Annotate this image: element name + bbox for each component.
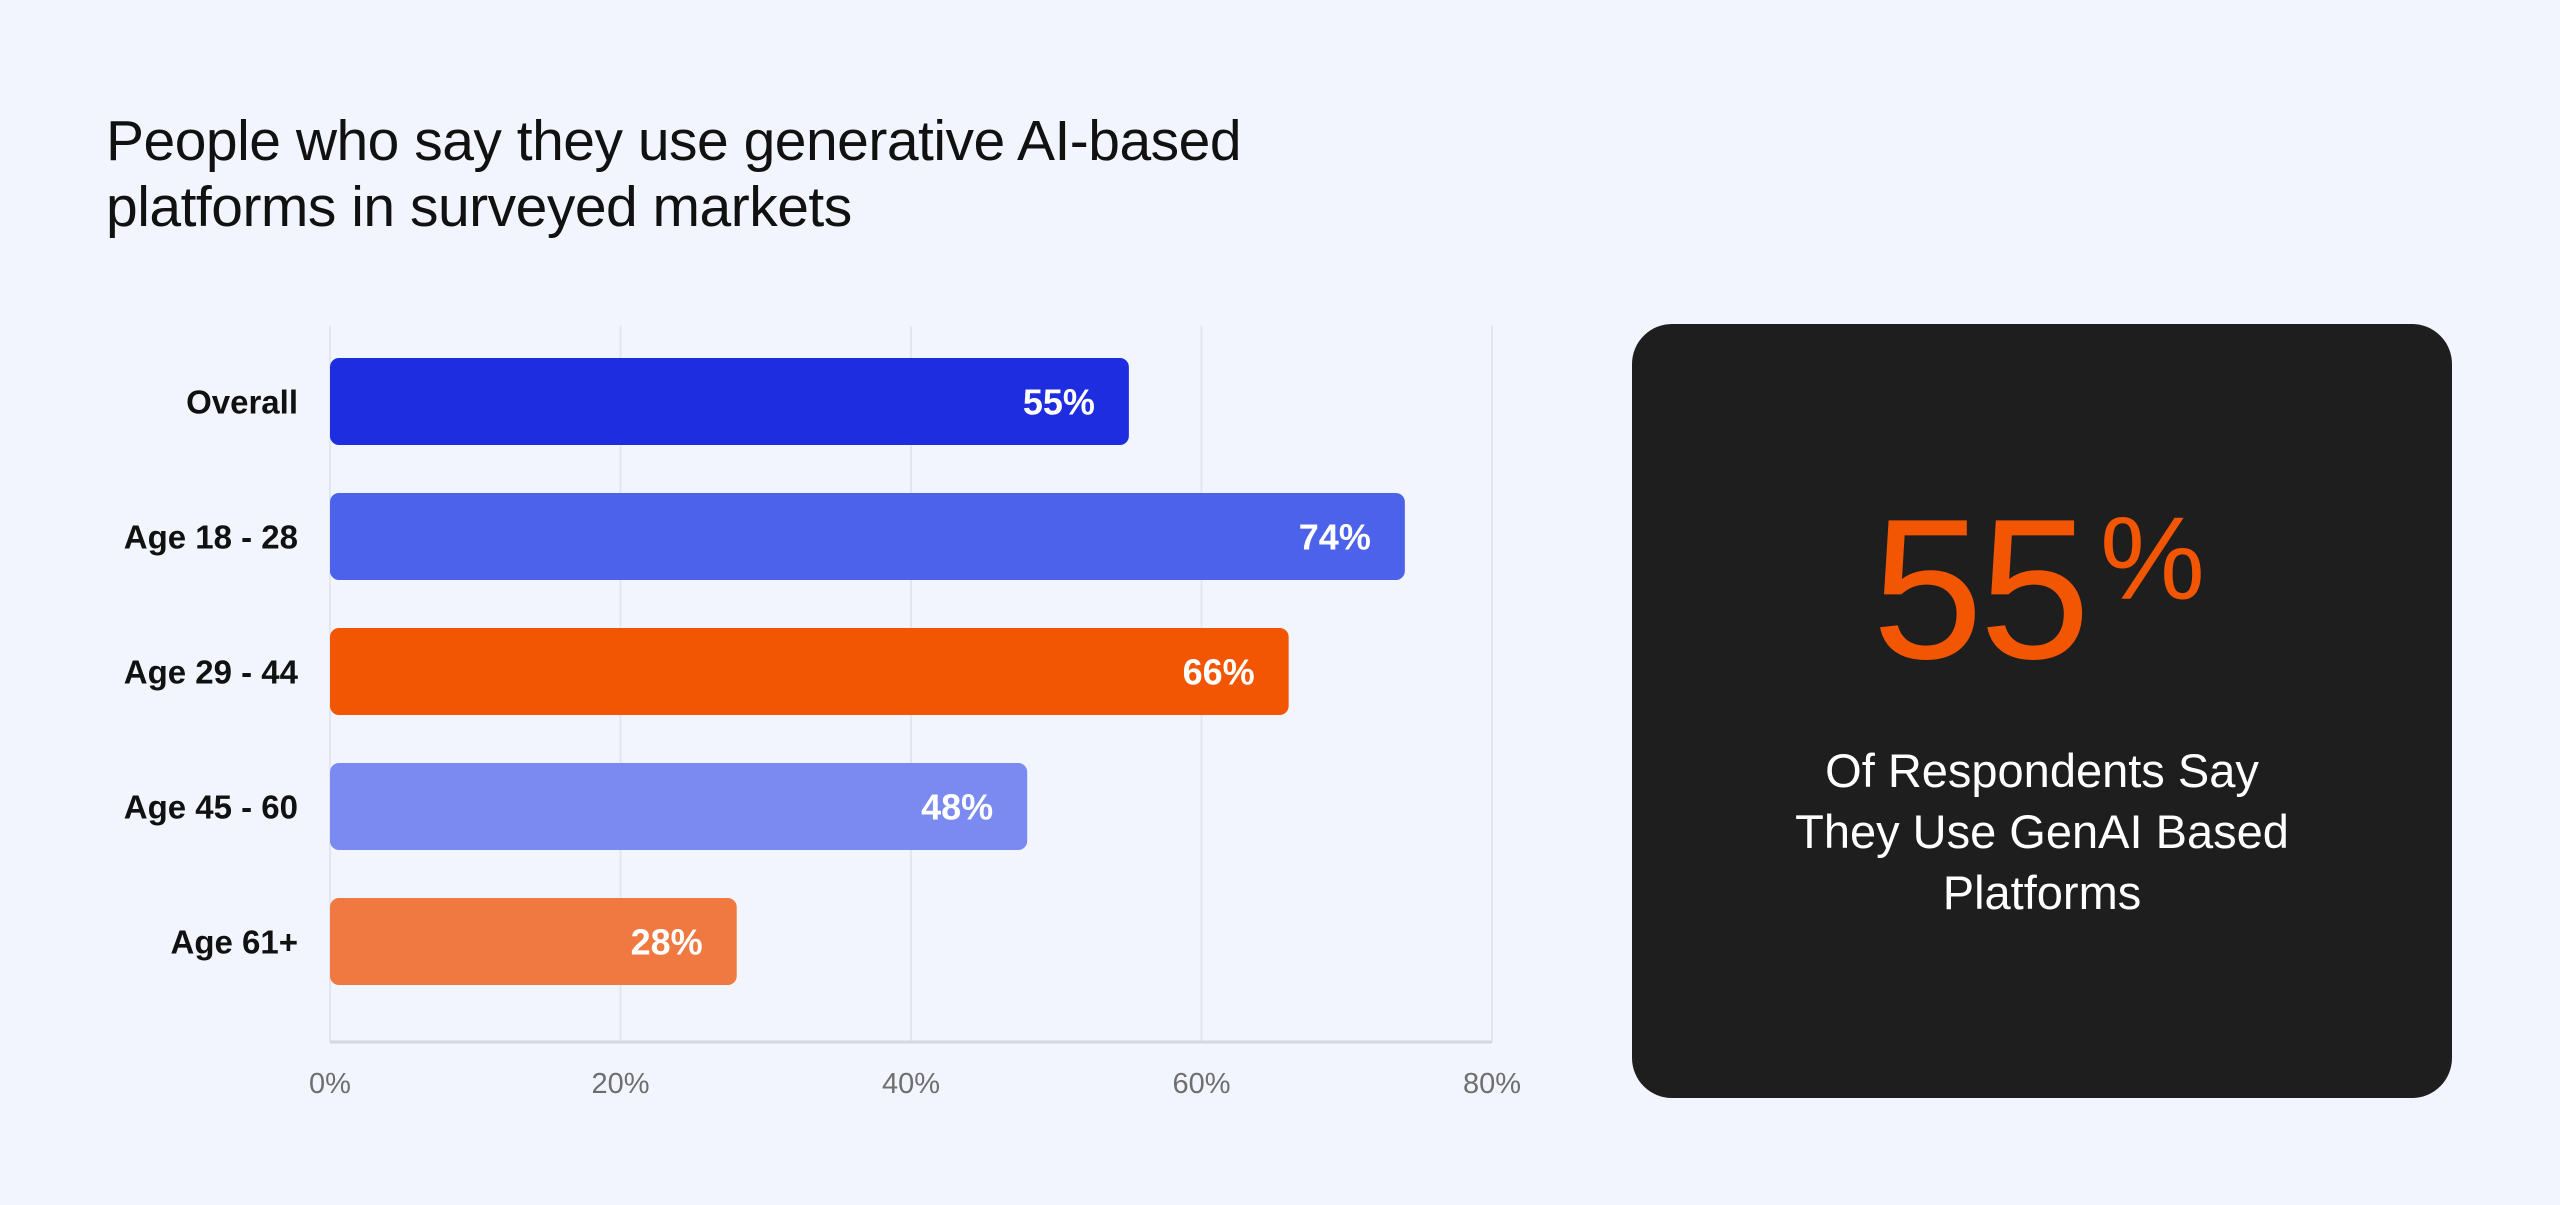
x-tick-label: 80%	[1463, 1068, 1521, 1100]
data-label: 48%	[921, 787, 993, 828]
chart-title: People who say they use generative AI-ba…	[106, 108, 1406, 240]
stat-percent-sign: %	[2100, 493, 2205, 625]
bar	[330, 493, 1405, 580]
data-label: 74%	[1299, 517, 1371, 558]
chart-title-line-1: People who say they use generative AI-ba…	[106, 109, 1242, 173]
x-tick-label: 40%	[882, 1068, 940, 1100]
category-label: Age 18 - 28	[124, 519, 298, 556]
data-label: 28%	[631, 922, 703, 963]
stat-caption-line-1: Of Respondents Say	[1825, 744, 2259, 797]
stat-caption-line-3: Platforms	[1942, 866, 2142, 919]
x-tick-label: 60%	[1172, 1068, 1230, 1100]
category-label: Age 29 - 44	[124, 654, 299, 691]
bar	[330, 763, 1028, 850]
bar	[330, 628, 1289, 715]
category-label: Overall	[186, 384, 298, 421]
bar-chart: 0% 20% 40% 60% 80% Overall 55% Age 18 - 28 74% Ag…	[124, 326, 1521, 1100]
x-tick-label: 20%	[591, 1068, 649, 1100]
category-label: Age 45 - 60	[124, 789, 298, 826]
data-label: 55%	[1023, 382, 1095, 423]
category-label: Age 61+	[171, 924, 299, 961]
bar	[330, 898, 737, 985]
stat-card	[1632, 324, 2452, 1098]
data-label: 66%	[1183, 652, 1255, 693]
x-tick-label: 0%	[309, 1068, 351, 1100]
stat-caption-line-2: They Use GenAI Based	[1795, 805, 2289, 858]
bar	[330, 358, 1129, 445]
stat-caption: Of Respondents Say They Use GenAI Based …	[1700, 740, 2384, 923]
chart-title-line-2: platforms in surveyed markets	[106, 175, 852, 239]
stat-number: 55	[1872, 478, 2090, 701]
